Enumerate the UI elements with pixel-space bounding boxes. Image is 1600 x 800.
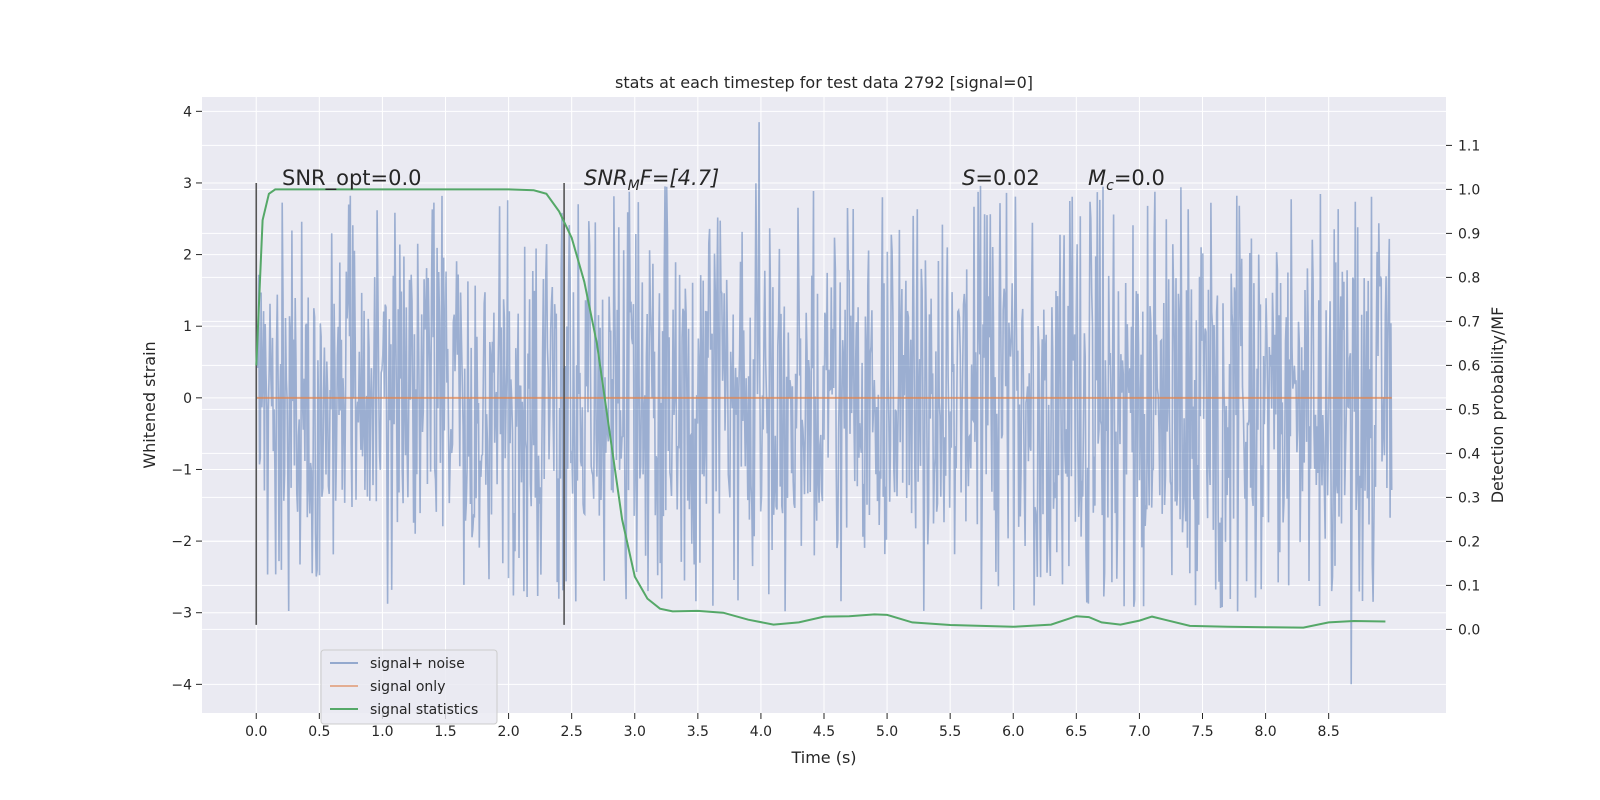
annotation-snr-mf-rest: F=[4.7] (640, 166, 719, 190)
legend-label-signal-only: signal only (370, 679, 445, 695)
x-tick-label: 6.5 (1065, 724, 1087, 740)
x-tick-label: 7.0 (1128, 724, 1150, 740)
x-axis: 0.0 0.5 1.0 1.5 2.0 2.5 3.0 3.5 4.0 4.5 5.0 5.5 6.0 6… (245, 713, 1340, 740)
legend-label-signal-noise: signal+ noise (370, 656, 465, 672)
annotation-snr-opt: SNR_opt=0.0 (282, 166, 422, 191)
annotation-mc-main: M (1088, 166, 1106, 190)
y2-tick-label: 0.0 (1458, 622, 1480, 638)
legend-label-signal-statistics: signal statistics (370, 702, 478, 718)
statistics-line (255, 188, 1386, 629)
y2-tick-label: 0.9 (1458, 226, 1480, 242)
y-tick-label: 0 (183, 391, 192, 407)
x-tick-label: 1.5 (434, 724, 456, 740)
x-tick-label: 2.5 (561, 724, 583, 740)
legend: signal+ noise signal only signal statist… (320, 649, 498, 725)
x-tick-label: 7.5 (1191, 724, 1213, 740)
annotation-mc-sub: c (1106, 178, 1114, 194)
x-tick-label: 0.5 (308, 724, 330, 740)
x-tick-label: 5.0 (876, 724, 898, 740)
series-signal-statistics (255, 188, 1386, 629)
x-tick-label: 8.0 (1254, 724, 1276, 740)
x-tick-label: 8.5 (1318, 724, 1340, 740)
y-tick-label: 4 (183, 104, 192, 120)
y2-tick-label: 0.8 (1458, 270, 1480, 286)
y2-tick-label: 0.1 (1458, 578, 1480, 594)
y2-axis-label: Detection probability/MF (1488, 307, 1507, 504)
y-tick-label: −3 (171, 606, 192, 622)
y2-tick-label: 0.3 (1458, 490, 1480, 506)
x-tick-label: 3.0 (624, 724, 646, 740)
x-tick-label: 0.0 (245, 724, 267, 740)
y-axis-left: 4 3 2 1 0 −1 −2 −3 −4 (171, 104, 202, 693)
y2-tick-label: 0.2 (1458, 534, 1480, 550)
series-signal-noise (255, 122, 1393, 685)
y-tick-label: 2 (183, 248, 192, 264)
x-tick-label: 1.0 (371, 724, 393, 740)
x-tick-label: 4.5 (813, 724, 835, 740)
y2-tick-label: 0.7 (1458, 314, 1480, 330)
annotation-s-rest: =0.02 (975, 166, 1039, 190)
y-tick-label: −4 (171, 677, 192, 693)
y2-tick-label: 1.1 (1458, 138, 1480, 154)
annotation-mc-rest: =0.0 (1114, 166, 1165, 190)
chart-title: stats at each timestep for test data 279… (615, 73, 1033, 92)
annotation-s: S=0.02 (962, 166, 1040, 190)
y2-tick-label: 0.6 (1458, 358, 1480, 374)
annotation-snr-mf-sub: M (628, 178, 640, 194)
noise-trace (255, 122, 1393, 685)
y2-tick-label: 1.0 (1458, 182, 1480, 198)
annotation-s-main: S (962, 166, 975, 190)
y-tick-label: 3 (183, 176, 192, 192)
legend-box (320, 649, 498, 725)
x-tick-label: 6.0 (1002, 724, 1024, 740)
x-axis-label: Time (s) (790, 748, 856, 767)
y2-tick-label: 0.5 (1458, 402, 1480, 418)
x-tick-label: 4.0 (750, 724, 772, 740)
x-tick-label: 3.5 (687, 724, 709, 740)
y2-tick-label: 0.4 (1458, 446, 1480, 462)
annotation-snr-mf: SNRMF=[4.7] (584, 166, 719, 194)
x-tick-label: 2.0 (497, 724, 519, 740)
annotation-snr-mf-main: SNR (584, 166, 628, 190)
y-tick-label: −2 (171, 534, 192, 550)
x-tick-label: 5.5 (939, 724, 961, 740)
y-tick-label: 1 (183, 319, 192, 335)
y-tick-label: −1 (171, 462, 192, 478)
y-axis-label: Whitened strain (140, 341, 159, 468)
y-axis-right: 1.1 1.0 0.9 0.8 0.7 0.6 0.5 0.4 0.3 0.2 0.1 0.0 (1446, 138, 1480, 638)
annotation-mc: Mc=0.0 (1088, 166, 1165, 194)
vertical-markers (255, 182, 565, 625)
